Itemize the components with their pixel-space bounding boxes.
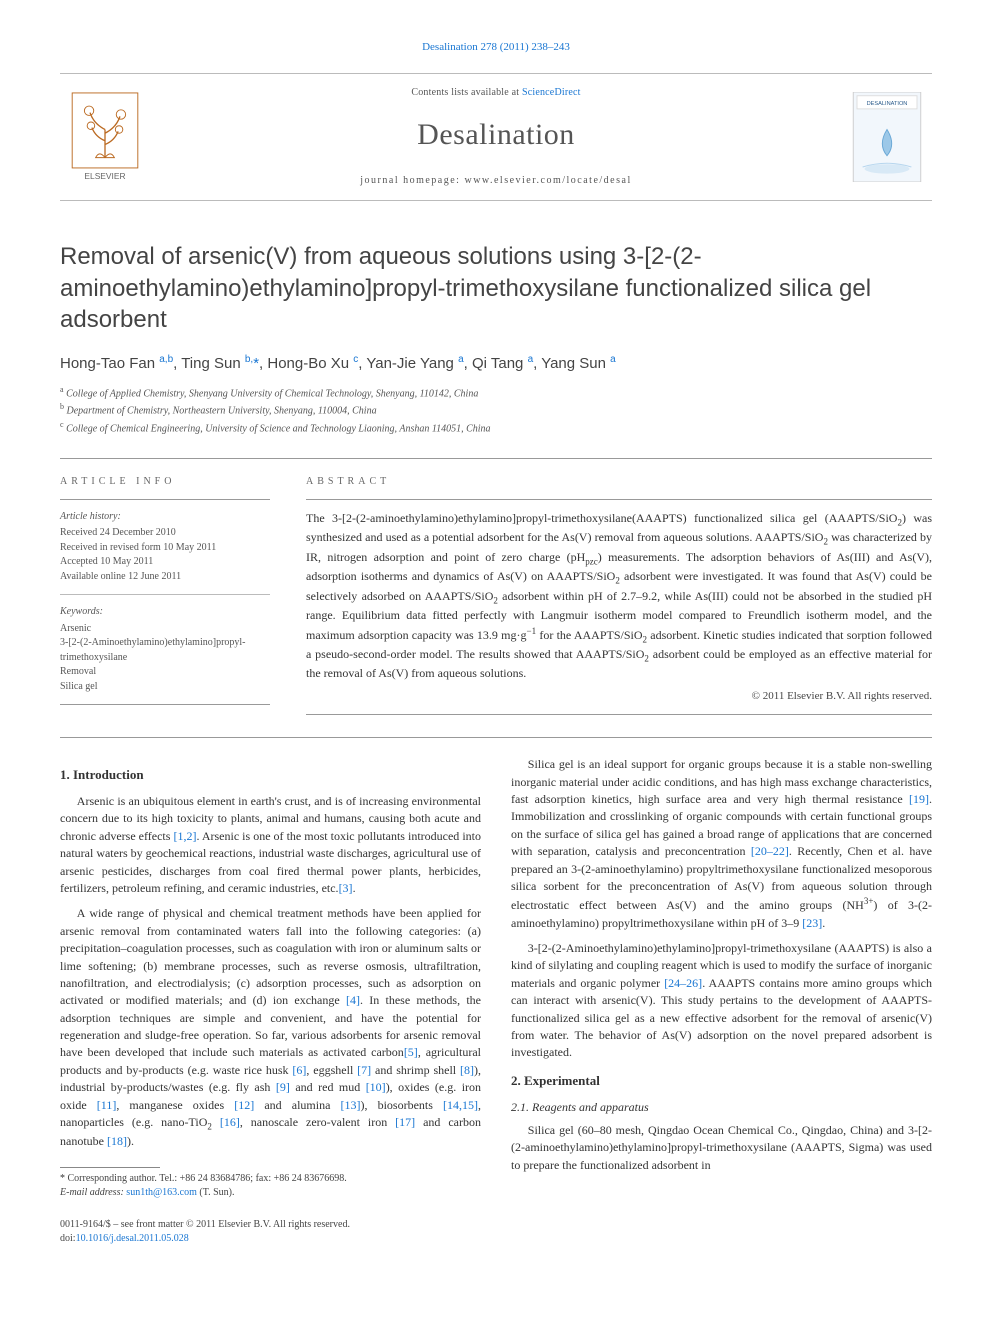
divider (306, 714, 932, 715)
sciencedirect-link[interactable]: ScienceDirect (522, 87, 581, 98)
abstract-heading: abstract (306, 475, 932, 489)
contents-text: Contents lists available at (411, 87, 522, 98)
desalination-cover-icon: DESALINATION (851, 92, 923, 182)
subsection-heading: 2.1. Reagents and apparatus (511, 1099, 932, 1116)
divider (60, 458, 932, 459)
footnote-text: Corresponding author. Tel.: +86 24 83684… (68, 1173, 347, 1184)
journal-header: ELSEVIER Contents lists available at Sci… (60, 73, 932, 201)
email-label: E-mail address: (60, 1187, 124, 1198)
keyword: Arsenic (60, 622, 270, 637)
journal-name: Desalination (150, 114, 842, 156)
abstract-text: The 3-[2-(2-aminoethylamino)ethylamino]p… (306, 510, 932, 683)
keyword: Silica gel (60, 680, 270, 695)
email-link[interactable]: sun1th@163.com (126, 1187, 197, 1198)
history-line: Received in revised form 10 May 2011 (60, 541, 270, 556)
body-paragraph: 3-[2-(2-Aminoethylamino)ethylamino]propy… (511, 940, 932, 1062)
divider (306, 499, 932, 500)
email-person: (T. Sun). (199, 1187, 234, 1198)
article-history: Article history: Received 24 December 20… (60, 510, 270, 596)
svg-text:ELSEVIER: ELSEVIER (84, 172, 125, 182)
affiliation: c College of Chemical Engineering, Unive… (60, 419, 932, 436)
history-line: Received 24 December 2010 (60, 526, 270, 541)
article-title: Removal of arsenic(V) from aqueous solut… (60, 241, 932, 335)
article-info-heading: article info (60, 475, 270, 489)
body-paragraph: A wide range of physical and chemical tr… (60, 905, 481, 1151)
keyword: Removal (60, 665, 270, 680)
corresponding-author-footnote: * Corresponding author. Tel.: +86 24 836… (60, 1172, 481, 1200)
body-paragraph: Silica gel is an ideal support for organ… (511, 756, 932, 932)
history-line: Available online 12 June 2011 (60, 570, 270, 585)
footer-line: 0011-9164/$ – see front matter © 2011 El… (60, 1218, 932, 1232)
history-heading: Article history: (60, 510, 270, 525)
keywords-block: Keywords: Arsenic 3-[2-(2-Aminoethylamin… (60, 605, 270, 694)
section-heading: 1. Introduction (60, 766, 481, 785)
article-body: 1. Introduction Arsenic is an ubiquitous… (60, 756, 932, 1200)
abstract-column: abstract The 3-[2-(2-aminoethylamino)eth… (306, 475, 932, 715)
divider (60, 499, 270, 500)
keyword: 3-[2-(2-Aminoethylamino)ethylamino]propy… (60, 636, 270, 665)
star-icon: * (60, 1173, 68, 1184)
affiliations: a College of Applied Chemistry, Shenyang… (60, 384, 932, 436)
divider (60, 704, 270, 705)
article-info-column: article info Article history: Received 2… (60, 475, 270, 715)
info-abstract-row: article info Article history: Received 2… (60, 475, 932, 715)
body-paragraph: Silica gel (60–80 mesh, Qingdao Ocean Ch… (511, 1122, 932, 1174)
doi-link[interactable]: 10.1016/j.desal.2011.05.028 (76, 1233, 189, 1244)
elsevier-tree-icon: ELSEVIER (69, 92, 141, 182)
page-footer: 0011-9164/$ – see front matter © 2011 El… (60, 1218, 932, 1246)
footnote-rule (60, 1167, 160, 1168)
journal-reference: Desalination 278 (2011) 238–243 (60, 40, 932, 55)
keywords-heading: Keywords: (60, 605, 270, 620)
homepage-url[interactable]: www.elsevier.com/locate/desal (464, 175, 631, 186)
history-line: Accepted 10 May 2011 (60, 555, 270, 570)
affiliation: a College of Applied Chemistry, Shenyang… (60, 384, 932, 401)
header-center: Contents lists available at ScienceDirec… (150, 86, 842, 188)
abstract-copyright: © 2011 Elsevier B.V. All rights reserved… (306, 689, 932, 704)
journal-homepage-line: journal homepage: www.elsevier.com/locat… (150, 174, 842, 188)
contents-lists-line: Contents lists available at ScienceDirec… (150, 86, 842, 100)
affiliation: b Department of Chemistry, Northeastern … (60, 401, 932, 418)
journal-cover: DESALINATION (842, 86, 932, 188)
authors-list: Hong-Tao Fan a,b, Ting Sun b,*, Hong-Bo … (60, 353, 932, 374)
journal-ref-link[interactable]: Desalination 278 (2011) 238–243 (422, 41, 570, 53)
divider (60, 737, 932, 738)
body-paragraph: Arsenic is an ubiquitous element in eart… (60, 793, 481, 897)
page-root: Desalination 278 (2011) 238–243 ELSEVIER… (0, 0, 992, 1286)
svg-text:DESALINATION: DESALINATION (867, 102, 908, 108)
doi-label: doi: (60, 1233, 76, 1244)
doi-line: doi:10.1016/j.desal.2011.05.028 (60, 1232, 932, 1246)
homepage-prefix: journal homepage: (360, 175, 464, 186)
publisher-logo: ELSEVIER (60, 86, 150, 188)
section-heading: 2. Experimental (511, 1072, 932, 1091)
